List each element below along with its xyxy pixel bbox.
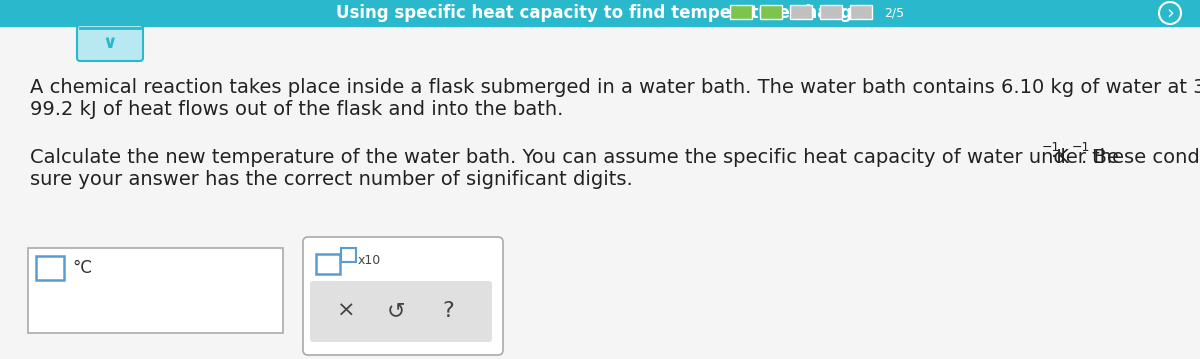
Text: x10: x10 — [358, 253, 382, 266]
FancyBboxPatch shape — [28, 248, 283, 333]
Text: Calculate the new temperature of the water bath. You can assume the specific hea: Calculate the new temperature of the wat… — [30, 148, 1200, 167]
Text: −1: −1 — [1072, 141, 1090, 154]
Text: −1: −1 — [1042, 141, 1060, 154]
FancyBboxPatch shape — [316, 254, 340, 274]
Text: ∨: ∨ — [103, 34, 118, 52]
FancyBboxPatch shape — [730, 5, 752, 19]
Text: ?: ? — [442, 301, 454, 321]
Text: ›: › — [1166, 4, 1174, 23]
FancyBboxPatch shape — [310, 281, 492, 342]
Text: ×: × — [337, 301, 355, 321]
FancyBboxPatch shape — [77, 25, 143, 61]
FancyBboxPatch shape — [36, 256, 64, 280]
Text: °C: °C — [72, 259, 92, 277]
FancyBboxPatch shape — [0, 0, 1200, 26]
Text: 2/5: 2/5 — [884, 6, 904, 19]
Text: Using specific heat capacity to find temperature change: Using specific heat capacity to find tem… — [336, 4, 864, 22]
Text: 99.2 kJ of heat flows out of the flask and into the bath.: 99.2 kJ of heat flows out of the flask a… — [30, 100, 563, 119]
FancyBboxPatch shape — [820, 5, 842, 19]
Text: ↺: ↺ — [386, 301, 406, 321]
FancyBboxPatch shape — [790, 5, 812, 19]
Text: . Be: . Be — [1081, 148, 1118, 167]
Text: sure your answer has the correct number of significant digits.: sure your answer has the correct number … — [30, 170, 632, 189]
Text: A chemical reaction takes place inside a flask submerged in a water bath. The wa: A chemical reaction takes place inside a… — [30, 78, 1200, 97]
FancyBboxPatch shape — [341, 248, 356, 262]
FancyBboxPatch shape — [302, 237, 503, 355]
Text: ·K: ·K — [1051, 148, 1069, 167]
FancyBboxPatch shape — [850, 5, 872, 19]
FancyBboxPatch shape — [760, 5, 782, 19]
